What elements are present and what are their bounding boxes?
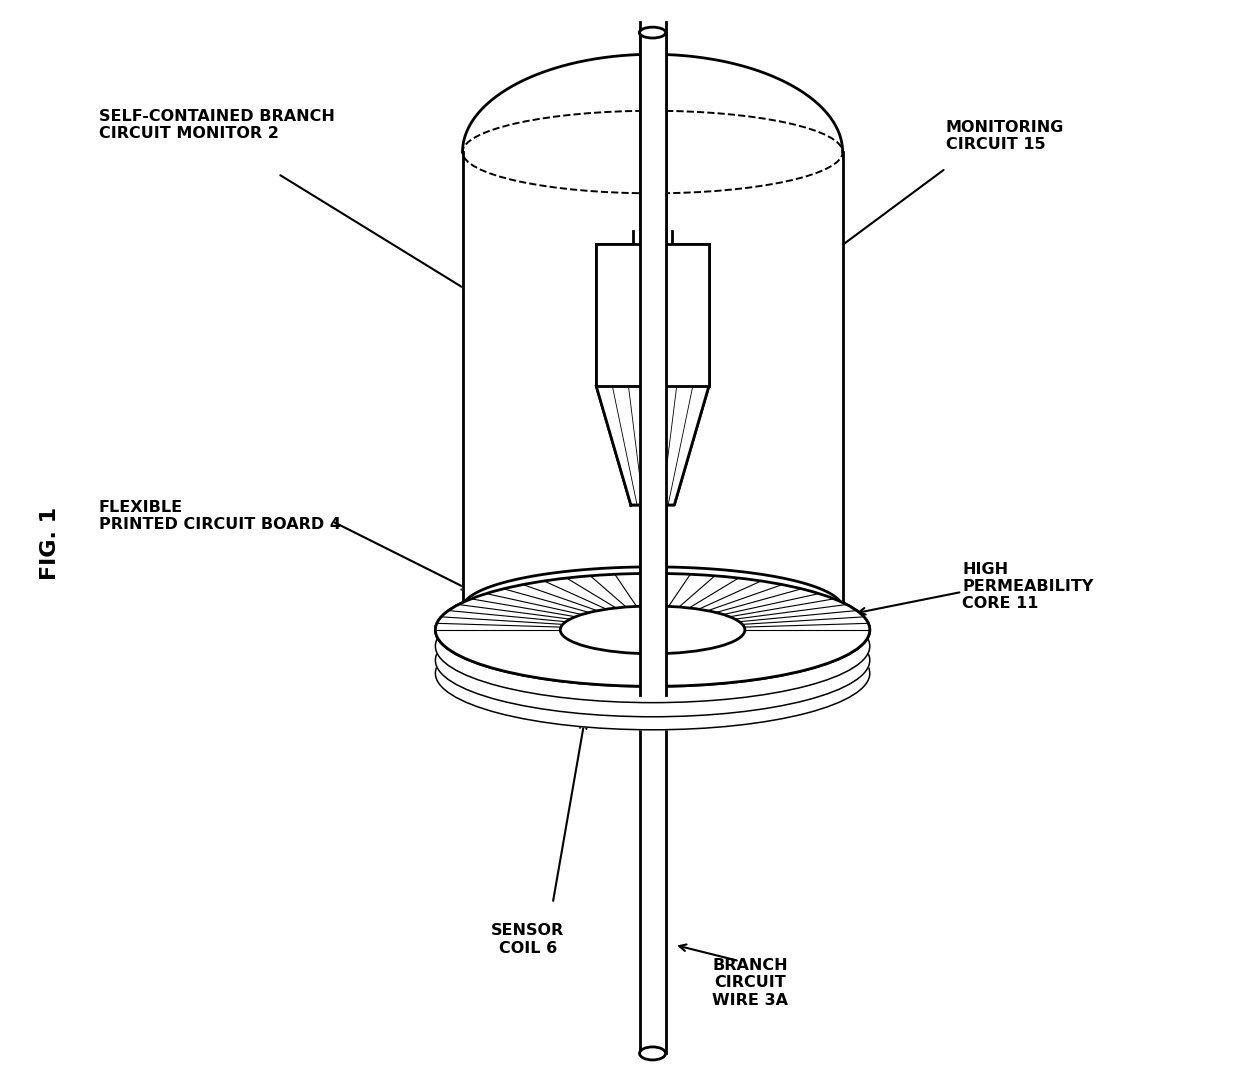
Text: SENSOR
COIL 6: SENSOR COIL 6 xyxy=(491,923,564,956)
Text: SELF-CONTAINED BRANCH
CIRCUIT MONITOR 2: SELF-CONTAINED BRANCH CIRCUIT MONITOR 2 xyxy=(99,109,335,141)
Text: FLEXIBLE
PRINTED CIRCUIT BOARD 4: FLEXIBLE PRINTED CIRCUIT BOARD 4 xyxy=(99,500,341,532)
Ellipse shape xyxy=(435,617,869,730)
Text: FIG. 1: FIG. 1 xyxy=(40,506,60,580)
Ellipse shape xyxy=(435,590,869,703)
Bar xyxy=(596,244,709,386)
Polygon shape xyxy=(634,231,672,244)
Polygon shape xyxy=(463,54,843,608)
Ellipse shape xyxy=(560,606,745,654)
Ellipse shape xyxy=(640,1047,666,1060)
Text: MONITORING
CIRCUIT 15: MONITORING CIRCUIT 15 xyxy=(946,119,1064,152)
Ellipse shape xyxy=(560,622,745,670)
Ellipse shape xyxy=(560,636,745,684)
Ellipse shape xyxy=(435,573,869,686)
Ellipse shape xyxy=(435,573,869,686)
Ellipse shape xyxy=(640,26,666,39)
Bar xyxy=(596,244,709,386)
Ellipse shape xyxy=(640,27,666,38)
Ellipse shape xyxy=(435,573,869,686)
Ellipse shape xyxy=(560,649,745,697)
Ellipse shape xyxy=(435,604,869,717)
Text: 7: 7 xyxy=(613,487,624,502)
Text: 9: 9 xyxy=(688,487,699,502)
Polygon shape xyxy=(596,386,709,505)
Text: HIGH
PERMEABILITY
CORE 11: HIGH PERMEABILITY CORE 11 xyxy=(962,561,1094,611)
Polygon shape xyxy=(596,386,709,505)
Ellipse shape xyxy=(560,606,745,654)
Ellipse shape xyxy=(560,606,745,654)
Text: BRANCH
CIRCUIT
WIRE 3A: BRANCH CIRCUIT WIRE 3A xyxy=(712,958,789,1008)
